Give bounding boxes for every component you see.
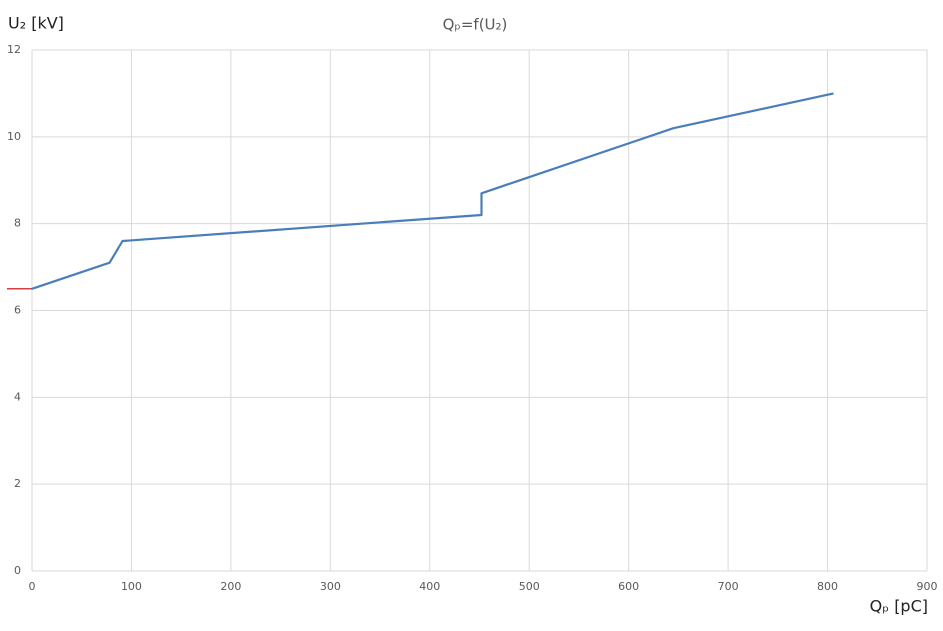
y-axis-label: U₂ [kV]: [8, 14, 64, 33]
chart-title: Qₚ=f(U₂): [443, 16, 508, 34]
x-tick-label: 200: [220, 580, 241, 593]
y-tick-label: 6: [14, 304, 21, 317]
y-tick-label: 2: [14, 477, 21, 490]
x-tick-label: 100: [121, 580, 142, 593]
x-tick-label: 500: [519, 580, 540, 593]
data-line: [31, 92, 834, 290]
x-tick-label: 800: [817, 580, 838, 593]
x-tick-label: 900: [917, 580, 938, 593]
x-tick-label: 300: [320, 580, 341, 593]
x-tick-label: 400: [419, 580, 440, 593]
y-tick-label: 0: [14, 564, 21, 577]
x-axis-label: Qₚ [pC]: [870, 597, 928, 616]
x-tick-label: 0: [29, 580, 36, 593]
y-tick-label: 8: [14, 217, 21, 230]
y-tick-label: 10: [7, 130, 21, 143]
x-tick-label: 700: [718, 580, 739, 593]
y-tick-label: 12: [7, 43, 21, 56]
x-tick-label: 600: [618, 580, 639, 593]
y-tick-label: 4: [14, 390, 21, 403]
